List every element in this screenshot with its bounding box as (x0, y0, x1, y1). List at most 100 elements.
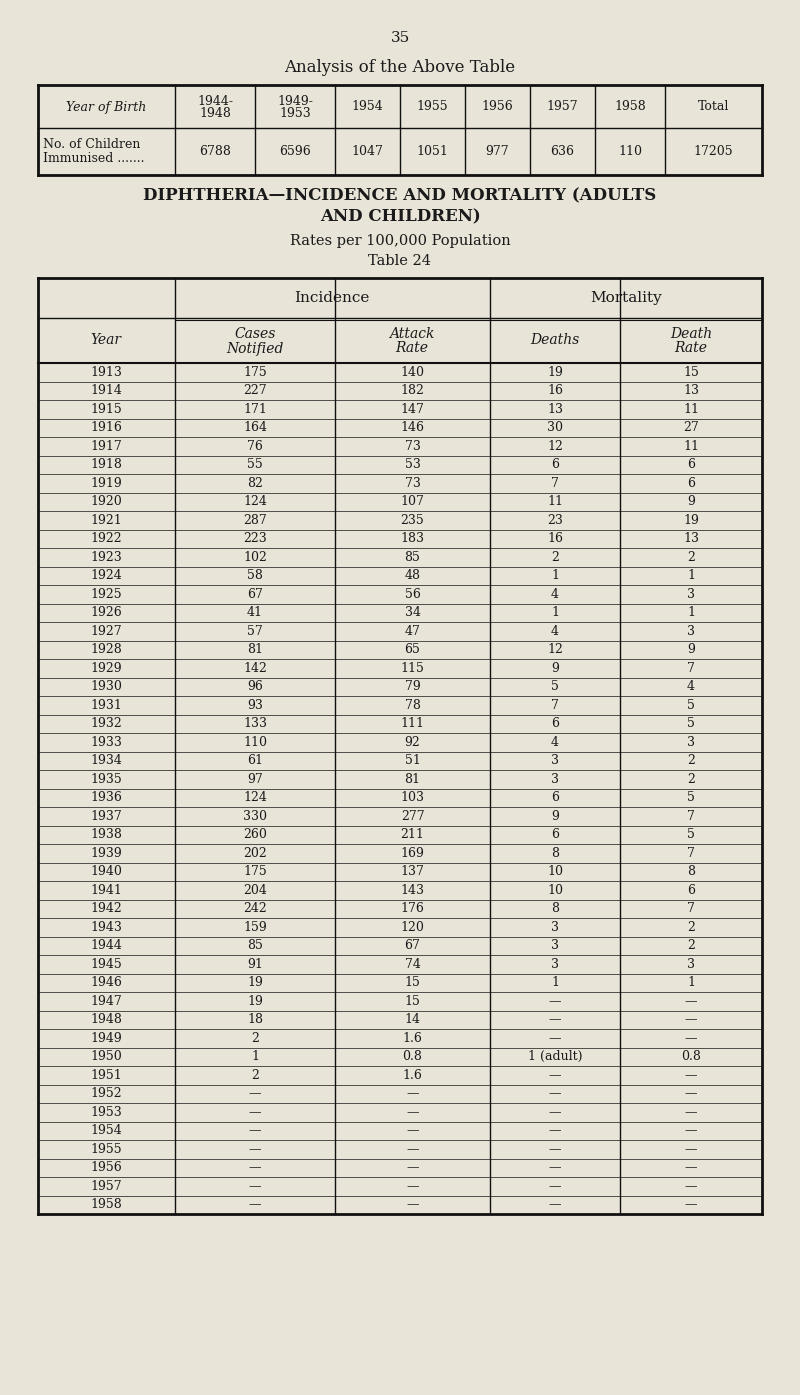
Text: 1929: 1929 (90, 661, 122, 675)
Text: 1: 1 (687, 607, 695, 619)
Text: Table 24: Table 24 (369, 254, 431, 268)
Text: 6596: 6596 (279, 145, 311, 158)
Text: Analysis of the Above Table: Analysis of the Above Table (285, 60, 515, 77)
Text: 1955: 1955 (90, 1143, 122, 1155)
Text: No. of Children: No. of Children (43, 138, 140, 151)
Text: 1: 1 (687, 976, 695, 989)
Text: 7: 7 (687, 809, 695, 823)
Text: 13: 13 (683, 533, 699, 545)
Text: 115: 115 (401, 661, 425, 675)
Text: 34: 34 (405, 607, 421, 619)
Text: 103: 103 (401, 791, 425, 805)
Text: 7: 7 (687, 661, 695, 675)
Text: 1954: 1954 (90, 1124, 122, 1137)
Text: 17205: 17205 (694, 145, 734, 158)
Text: —: — (549, 1198, 562, 1211)
Text: 4: 4 (687, 681, 695, 693)
Text: 1947: 1947 (90, 995, 122, 1007)
Text: 7: 7 (551, 477, 559, 490)
Text: —: — (249, 1143, 262, 1155)
Text: 35: 35 (390, 31, 410, 45)
Text: 4: 4 (551, 587, 559, 601)
Text: 57: 57 (247, 625, 263, 638)
Text: —: — (685, 1161, 698, 1175)
Text: 85: 85 (405, 551, 421, 564)
Text: 16: 16 (547, 384, 563, 398)
Text: 147: 147 (401, 403, 425, 416)
Text: 137: 137 (401, 865, 425, 879)
Text: AND CHILDREN): AND CHILDREN) (320, 208, 480, 226)
Text: 1949: 1949 (90, 1032, 122, 1045)
Text: 11: 11 (683, 439, 699, 453)
Text: 242: 242 (243, 903, 267, 915)
Text: —: — (406, 1161, 418, 1175)
Text: 1927: 1927 (90, 625, 122, 638)
Text: 1935: 1935 (90, 773, 122, 785)
Text: 1956: 1956 (90, 1161, 122, 1175)
Text: 159: 159 (243, 921, 267, 933)
Text: 124: 124 (243, 791, 267, 805)
Text: 120: 120 (401, 921, 425, 933)
Text: 1: 1 (551, 607, 559, 619)
Text: 5: 5 (551, 681, 559, 693)
Text: 91: 91 (247, 958, 263, 971)
Text: 183: 183 (401, 533, 425, 545)
Text: 1949-: 1949- (277, 95, 313, 107)
Text: 4: 4 (551, 735, 559, 749)
Text: 133: 133 (243, 717, 267, 730)
Text: 176: 176 (401, 903, 425, 915)
Text: 55: 55 (247, 458, 263, 472)
Text: —: — (406, 1198, 418, 1211)
Text: 330: 330 (243, 809, 267, 823)
Text: 15: 15 (683, 365, 699, 379)
Text: 1915: 1915 (90, 403, 122, 416)
Text: 15: 15 (405, 976, 421, 989)
Text: 1958: 1958 (90, 1198, 122, 1211)
Text: 1914: 1914 (90, 384, 122, 398)
Text: 1952: 1952 (90, 1087, 122, 1101)
Text: 3: 3 (551, 773, 559, 785)
Text: 1051: 1051 (417, 145, 449, 158)
Text: —: — (685, 1180, 698, 1193)
Text: —: — (549, 1013, 562, 1027)
Text: 1047: 1047 (351, 145, 383, 158)
Text: 3: 3 (687, 735, 695, 749)
Text: 27: 27 (683, 421, 699, 434)
Text: 1924: 1924 (90, 569, 122, 582)
Text: Year: Year (90, 333, 122, 347)
Text: 977: 977 (486, 145, 510, 158)
Text: —: — (549, 1106, 562, 1119)
Text: 1946: 1946 (90, 976, 122, 989)
Text: —: — (406, 1106, 418, 1119)
Text: 5: 5 (687, 791, 695, 805)
Text: 78: 78 (405, 699, 421, 711)
Text: 13: 13 (547, 403, 563, 416)
Text: 1938: 1938 (90, 829, 122, 841)
Text: —: — (685, 1013, 698, 1027)
Text: —: — (406, 1143, 418, 1155)
Text: 7: 7 (551, 699, 559, 711)
Text: Immunised .......: Immunised ....... (43, 152, 145, 165)
Text: 146: 146 (401, 421, 425, 434)
Text: 19: 19 (247, 995, 263, 1007)
Text: 1918: 1918 (90, 458, 122, 472)
Text: 8: 8 (687, 865, 695, 879)
Text: 1933: 1933 (90, 735, 122, 749)
Text: 1931: 1931 (90, 699, 122, 711)
Text: —: — (549, 1069, 562, 1081)
Text: 1936: 1936 (90, 791, 122, 805)
Text: Rate: Rate (395, 342, 429, 356)
Text: 58: 58 (247, 569, 263, 582)
Text: 9: 9 (687, 643, 695, 656)
Text: DIPHTHERIA—INCIDENCE AND MORTALITY (ADULTS: DIPHTHERIA—INCIDENCE AND MORTALITY (ADUL… (143, 187, 657, 205)
Text: 1944-: 1944- (197, 95, 233, 107)
Text: 1: 1 (551, 976, 559, 989)
Text: 171: 171 (243, 403, 267, 416)
Text: 2: 2 (687, 773, 695, 785)
Text: 30: 30 (547, 421, 563, 434)
Text: 1945: 1945 (90, 958, 122, 971)
Text: 15: 15 (405, 995, 421, 1007)
Text: 65: 65 (405, 643, 421, 656)
Text: 2: 2 (251, 1032, 259, 1045)
Text: 81: 81 (247, 643, 263, 656)
